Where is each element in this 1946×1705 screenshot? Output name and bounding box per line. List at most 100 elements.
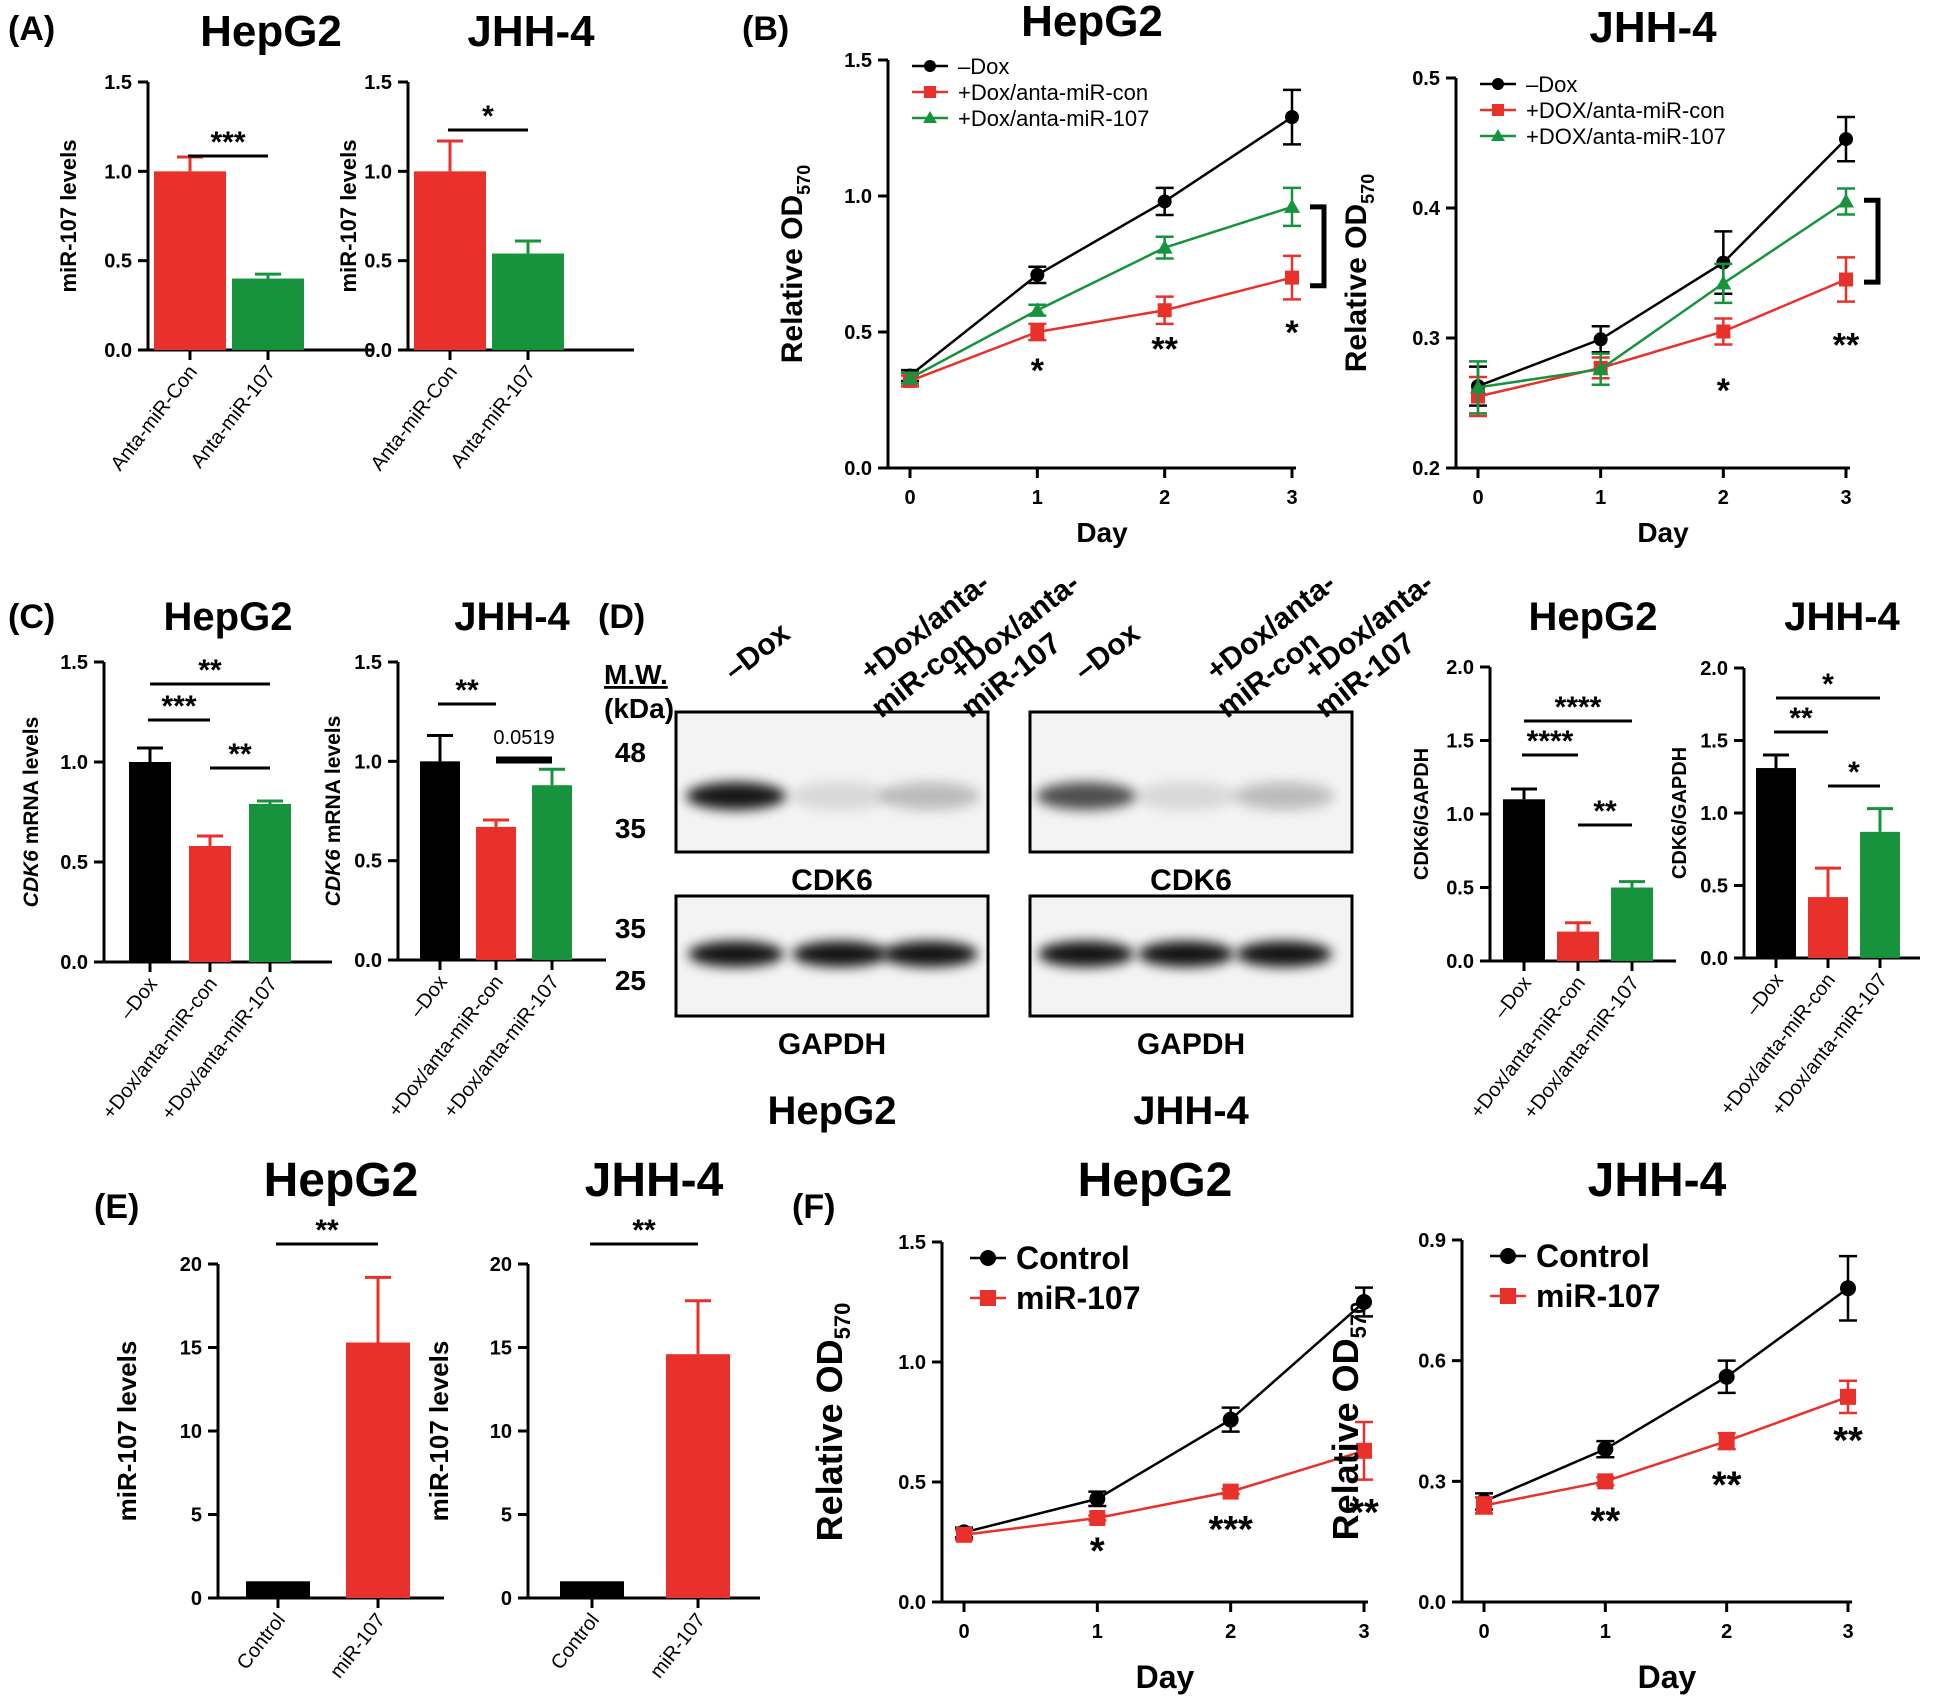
y-tick-label: 0.4 [1412, 198, 1441, 220]
y-tick-label: 0.0 [1418, 1592, 1446, 1614]
series-line [1483, 1287, 1849, 1503]
x-tick-label: 3 [1286, 487, 1297, 509]
blot-band [880, 782, 980, 810]
x-category-label: Control [233, 1610, 290, 1674]
y-axis-label: miR-107 levels [424, 1341, 454, 1522]
lane-label: –Dox [718, 616, 796, 687]
legend-label: miR-107 [1536, 1278, 1661, 1314]
y-tick-label: 0 [501, 1588, 512, 1610]
bar [414, 171, 486, 350]
legend-label: +DOX/anta-miR-107 [1526, 124, 1726, 149]
side-bracket [1864, 197, 1881, 285]
significance-label: * [1285, 314, 1299, 352]
y-tick-label: 0.3 [1412, 328, 1440, 350]
y-tick-label: 0.5 [60, 852, 88, 874]
bar [129, 762, 171, 962]
legend-entry: miR-107 [1490, 1278, 1661, 1314]
panel-label-b: (B) [742, 10, 789, 48]
bar-chart-a2: 0.00.51.01.5Anta-miR-ConAnta-miR-107miR-… [336, 7, 634, 475]
chart-title: HepG2 [164, 595, 293, 639]
bar-chart-d1: 0.00.51.01.52.0–Dox+Dox/anta-miR-con+Dox… [1411, 595, 1676, 1123]
blot-band [1136, 782, 1236, 810]
x-tick-label: 0 [1478, 1621, 1489, 1643]
y-tick-label: 2.0 [1446, 657, 1474, 679]
data-point [1839, 272, 1853, 287]
legend-label: miR-107 [1016, 1280, 1141, 1316]
blot-band [1138, 941, 1234, 967]
y-tick-label: 1.5 [354, 652, 382, 674]
x-tick-label: 3 [1842, 1621, 1853, 1643]
significance-label: * [1822, 668, 1834, 701]
legend-label: Control [1016, 1240, 1130, 1276]
x-category-label: miR-107 [646, 1610, 710, 1683]
cell-line-label: HepG2 [768, 1089, 897, 1133]
x-tick-label: 1 [1092, 1621, 1103, 1643]
blot-band [688, 941, 784, 967]
bar [346, 1342, 410, 1598]
chart-title: HepG2 [1021, 0, 1163, 46]
data-point [1157, 194, 1172, 209]
panel-label-a: (A) [8, 10, 55, 48]
y-tick-label: 1.0 [354, 751, 382, 773]
mw-marker: 25 [615, 965, 646, 996]
data-point [1089, 1510, 1106, 1526]
protein-label: CDK6 [1150, 864, 1232, 897]
x-category-label: –Dox [1490, 973, 1536, 1023]
chart-title: HepG2 [1529, 595, 1658, 639]
x-category-label: Anta-miR-107 [187, 362, 280, 473]
panel-label-f: (F) [792, 1188, 835, 1226]
significance-label: * [1031, 352, 1045, 390]
y-tick-label: 10 [490, 1421, 512, 1443]
x-tick-label: 2 [1721, 1621, 1732, 1643]
line-chart-f2: 0.0 0.3 0.6 0.9 0 1 2 3 Day Relative OD570 JHH-4 Co… [1325, 1154, 1863, 1695]
y-tick-label: 20 [490, 1254, 512, 1276]
x-tick-label: 0 [1472, 487, 1483, 509]
series-line [909, 116, 1293, 377]
significance-label: ** [1833, 327, 1860, 365]
x-tick-label: 0 [904, 487, 915, 509]
significance-label: ** [1833, 1420, 1863, 1462]
y-axis-label-gene: CDK6 [20, 850, 43, 907]
data-point [1492, 104, 1504, 116]
y-tick-label: 15 [490, 1338, 512, 1360]
lane-label-line: –Dox [1068, 616, 1146, 687]
bar [1611, 887, 1653, 961]
chart-title: HepG2 [200, 7, 342, 56]
mw-marker: 35 [615, 913, 646, 944]
y-axis-label: miR-107 levels [336, 140, 361, 293]
x-tick-label: 1 [1600, 1621, 1611, 1643]
x-category-label: Control [547, 1610, 604, 1674]
data-point [1356, 1294, 1372, 1310]
bar [232, 278, 304, 350]
significance-label: ** [1151, 330, 1178, 368]
significance-label: *** [1208, 1509, 1253, 1551]
series--dox-anta-mir-con [901, 254, 1301, 388]
legend-label: –Dox [958, 54, 1009, 79]
legend-entry: –Dox [912, 54, 1009, 79]
y-tick-label: 0.2 [1412, 458, 1440, 480]
significance-label: 0.0519 [493, 727, 554, 749]
y-tick-label: 0.9 [1418, 1230, 1446, 1252]
significance-label: *** [210, 126, 245, 159]
legend-label: Control [1536, 1238, 1650, 1274]
panel-label-d: (D) [598, 598, 645, 636]
y-tick-label: 0.3 [1418, 1471, 1446, 1493]
bar [189, 846, 231, 962]
lane-label: –Dox [1068, 616, 1146, 687]
x-category-label: +Dox/anta-miR-con [98, 974, 222, 1124]
bar-chart-a1: 0.00.51.01.5Anta-miR-ConAnta-miR-107miR-… [56, 7, 374, 475]
series-control [1475, 1254, 1857, 1511]
y-tick-label: 2.0 [1700, 658, 1728, 680]
legend-entry: +Dox/anta-miR-con [912, 80, 1148, 105]
y-axis-label: CDK6/GAPDH [1411, 748, 1433, 880]
y-tick-label: 0.0 [898, 1592, 926, 1614]
data-point [1222, 1411, 1239, 1428]
x-axis-label: Day [1076, 517, 1128, 548]
panel-label-e: (E) [94, 1188, 139, 1226]
y-axis-label-gene: CDK6 [322, 849, 345, 906]
y-tick-label: 1.5 [364, 72, 392, 94]
y-axis-label-subscript: 570 [794, 165, 814, 195]
y-tick-label: 1.0 [844, 186, 872, 208]
